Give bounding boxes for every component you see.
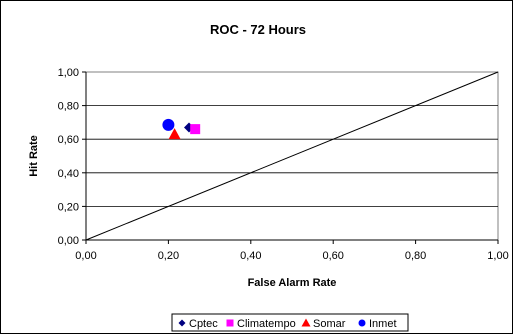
- x-tick-label: 0,40: [240, 250, 261, 262]
- x-tick-label: 1,00: [487, 250, 508, 262]
- legend-label-climatempo: Climatempo: [237, 318, 296, 330]
- y-tick-label: 0,40: [58, 168, 79, 180]
- y-tick-label: 0,60: [58, 134, 79, 146]
- y-tick-label: 0,80: [58, 101, 79, 113]
- x-tick-labels: 0,00 0,20 0,40 0,60 0,80 1,00: [75, 250, 508, 262]
- point-somar: [168, 128, 181, 140]
- legend-marker-inmet: [358, 319, 366, 327]
- reference-line-group: [85, 71, 499, 241]
- axes: [82, 71, 499, 244]
- y-tick-labels: 0,00 0,20 0,40 0,60 0,80 1,00: [58, 67, 79, 247]
- y-tick-label: 1,00: [58, 67, 79, 79]
- x-tick-label: 0,80: [405, 250, 426, 262]
- reference-diagonal-line: [85, 71, 499, 241]
- legend-label-somar: Somar: [313, 318, 346, 330]
- legend-marker-climatempo: [226, 319, 234, 327]
- y-tick-label: 0,00: [58, 235, 79, 247]
- legend-box: [171, 313, 409, 332]
- legend: Cptec Climatempo Somar Inmet: [178, 318, 397, 330]
- point-climatempo: [190, 124, 201, 135]
- x-tick-label: 0,00: [75, 250, 96, 262]
- data-points: [162, 118, 201, 140]
- point-inmet: [162, 118, 175, 131]
- legend-label-inmet: Inmet: [369, 318, 397, 330]
- legend-marker-somar: [301, 318, 311, 327]
- chart-title: ROC - 72 Hours: [210, 22, 306, 37]
- x-axis-label: False Alarm Rate: [248, 277, 337, 289]
- x-tick-label: 0,20: [158, 250, 179, 262]
- legend-marker-cptec: [178, 319, 186, 327]
- y-axis-label: Hit Rate: [28, 135, 40, 177]
- y-tick-label: 0,20: [58, 201, 79, 213]
- legend-label-cptec: Cptec: [189, 318, 218, 330]
- x-tick-label: 0,60: [322, 250, 343, 262]
- grid-lines: [86, 105, 498, 207]
